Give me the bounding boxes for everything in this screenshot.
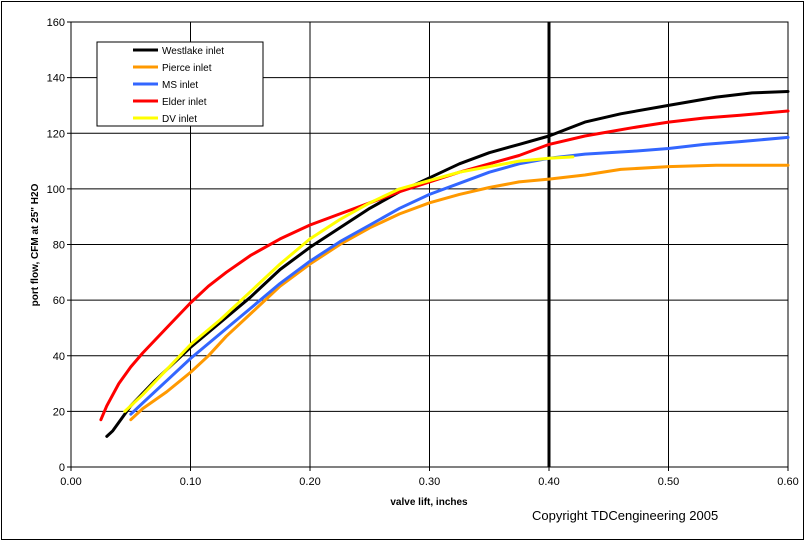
x-axis-title: valve lift, inches	[390, 497, 468, 508]
series-line-pierce-inlet	[129, 163, 790, 422]
legend-label-elder-inlet: Elder inlet	[162, 97, 207, 108]
series-line-dv-inlet	[123, 155, 575, 413]
x-tick-labels: 0.00 0.10 0.20 0.30 0.40 0.50 0.60	[60, 467, 799, 488]
x-tick-label: 0.50	[658, 476, 679, 488]
y-tick-label: 20	[53, 406, 65, 418]
y-axis-title: port flow, CFM at 25" H2O	[30, 183, 41, 306]
y-tick-label: 140	[47, 73, 65, 85]
x-tick-label: 0.10	[180, 476, 201, 488]
y-tick-label: 160	[47, 17, 65, 29]
y-tick-label: 100	[47, 184, 65, 196]
y-tick-labels: 0 20 40 60 80 100 120 140 160	[47, 17, 71, 474]
copyright-text: Copyright TDCengineering 2005	[532, 508, 718, 523]
legend-label-dv-inlet: DV inlet	[162, 114, 197, 125]
legend-items: Westlake inlet Pierce inlet MS inlet Elder …	[133, 46, 224, 125]
series-lines	[99, 90, 790, 438]
x-tick-label: 0.40	[538, 476, 559, 488]
y-tick-label: 0	[59, 462, 65, 474]
x-tick-label: 0.60	[777, 476, 798, 488]
series-line-ms-inlet	[129, 135, 790, 416]
y-tick-label: 60	[53, 295, 65, 307]
legend-label-westlake-inlet: Westlake inlet	[162, 46, 224, 57]
legend-label-ms-inlet: MS inlet	[162, 80, 198, 91]
legend: Westlake inlet Pierce inlet MS inlet Elder …	[96, 41, 264, 127]
y-tick-label: 40	[53, 351, 65, 363]
legend-box	[96, 41, 264, 127]
y-tick-label: 80	[53, 240, 65, 252]
x-tick-label: 0.30	[419, 476, 440, 488]
x-tick-label: 0.20	[299, 476, 320, 488]
y-tick-label: 120	[47, 128, 65, 140]
x-tick-label: 0.00	[60, 476, 81, 488]
series-line-elder-inlet	[99, 109, 790, 422]
gridlines	[71, 22, 788, 467]
legend-label-pierce-inlet: Pierce inlet	[162, 63, 212, 74]
